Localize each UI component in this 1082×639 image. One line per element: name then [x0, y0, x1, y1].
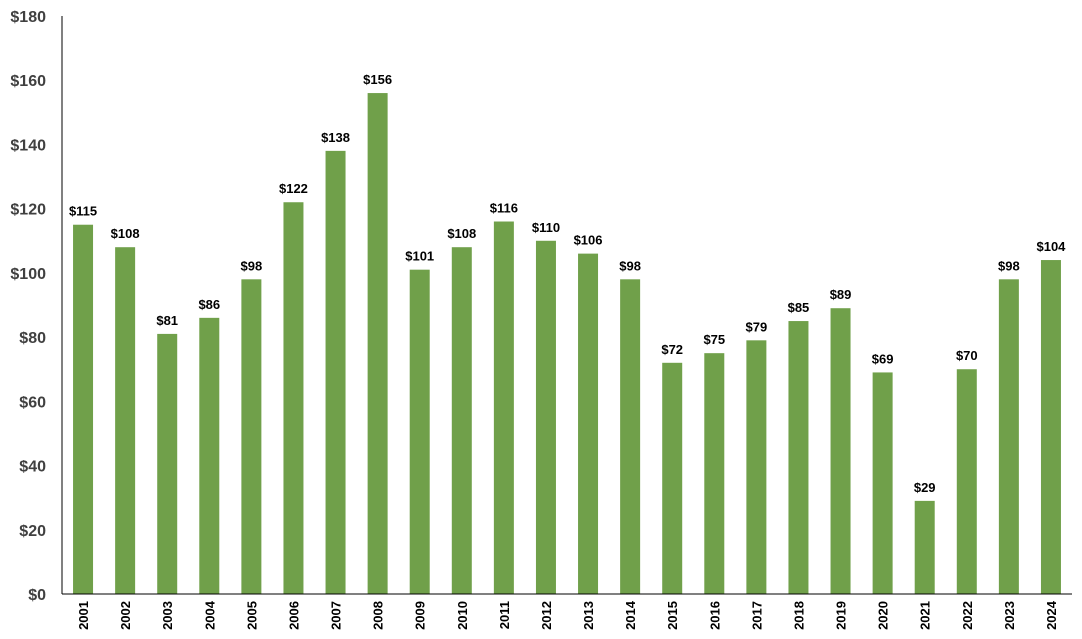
x-tick-label-2022: 2022 [960, 601, 975, 630]
y-tick-label: $80 [19, 330, 46, 347]
y-tick-label: $60 [19, 394, 46, 411]
data-label-2001: $115 [69, 204, 97, 219]
x-tick-label-2021: 2021 [918, 601, 933, 630]
x-tick-label-2016: 2016 [707, 601, 722, 630]
bar-2020 [872, 372, 893, 594]
bar-2016 [704, 353, 725, 594]
y-tick-label: $160 [10, 73, 46, 90]
data-label-2009: $101 [405, 249, 434, 264]
bar-2022 [956, 369, 977, 594]
bar-2017 [746, 340, 767, 594]
data-label-2005: $98 [241, 258, 263, 273]
data-label-2007: $138 [321, 130, 350, 145]
x-tick-label-2007: 2007 [329, 601, 344, 630]
x-tick-label-2024: 2024 [1044, 600, 1059, 630]
data-label-2021: $29 [914, 480, 936, 495]
data-label-2023: $98 [998, 258, 1020, 273]
bar-2018 [788, 321, 809, 594]
bars-group [73, 93, 1061, 595]
x-tick-label-2017: 2017 [749, 601, 764, 630]
x-tick-label-2009: 2009 [413, 601, 428, 630]
data-label-2013: $106 [574, 233, 603, 248]
data-label-2002: $108 [111, 226, 140, 241]
bar-2004 [199, 317, 220, 594]
bar-2019 [830, 308, 851, 594]
y-tick-label: $120 [10, 202, 46, 219]
x-tick-label-2008: 2008 [371, 601, 386, 630]
bar-2013 [578, 253, 599, 594]
x-tick-label-2013: 2013 [581, 601, 596, 630]
data-label-2011: $116 [490, 201, 518, 216]
x-tick-label-2012: 2012 [539, 601, 554, 630]
data-label-2015: $72 [661, 342, 683, 357]
data-label-2020: $69 [872, 351, 894, 366]
bar-2014 [620, 279, 641, 594]
x-tick-label-2018: 2018 [791, 601, 806, 630]
bar-2007 [325, 150, 346, 594]
x-tick-label-2011: 2011 [497, 601, 512, 629]
bar-2008 [367, 93, 388, 595]
x-tick-label-2002: 2002 [118, 601, 133, 630]
y-tick-label: $100 [10, 266, 46, 283]
bar-2012 [535, 240, 556, 594]
bar-2002 [115, 247, 136, 594]
y-tick-label: $140 [10, 137, 46, 154]
x-tick-label-2010: 2010 [455, 601, 470, 630]
x-tick-label-2001: 2001 [76, 601, 91, 630]
bar-2021 [914, 500, 935, 594]
bar-2001 [73, 224, 94, 594]
data-labels-group: $115 $108 $81 $86 $98 $122 $138 $156 $101 $108 $11… [69, 72, 1066, 495]
bar-2015 [662, 362, 683, 594]
x-tick-label-2005: 2005 [244, 601, 259, 630]
y-axis-ticks: $0 $20 $40 $60 $80 $100 $120 $140 $160 $180 [10, 9, 46, 604]
data-label-2017: $79 [746, 319, 768, 334]
x-tick-label-2015: 2015 [665, 601, 680, 630]
data-label-2010: $108 [447, 226, 476, 241]
bar-2010 [451, 247, 472, 594]
bar-2009 [409, 269, 430, 594]
y-tick-label: $180 [10, 9, 46, 26]
data-label-2008: $156 [363, 72, 392, 87]
data-label-2012: $110 [532, 220, 560, 235]
x-tick-label-2019: 2019 [834, 601, 849, 630]
data-label-2004: $86 [198, 297, 220, 312]
data-label-2022: $70 [956, 348, 978, 363]
x-tick-label-2004: 2004 [202, 600, 217, 630]
y-tick-label: $40 [19, 459, 46, 476]
x-tick-label-2006: 2006 [286, 601, 301, 630]
x-tick-label-2003: 2003 [160, 601, 175, 630]
data-label-2006: $122 [279, 181, 308, 196]
y-tick-label: $20 [19, 523, 46, 540]
x-tick-label-2014: 2014 [623, 600, 638, 630]
bar-2023 [998, 279, 1019, 594]
bar-2005 [241, 279, 262, 594]
data-label-2019: $89 [830, 287, 852, 302]
x-tick-label-2023: 2023 [1002, 601, 1017, 630]
x-axis-ticks: 2001 2002 2003 2004 2005 2006 2007 2008 2009 2010… [76, 600, 1059, 630]
data-label-2014: $98 [619, 258, 641, 273]
data-label-2024: $104 [1036, 239, 1066, 254]
data-label-2018: $85 [788, 300, 810, 315]
bar-2024 [1040, 260, 1061, 594]
data-label-2016: $75 [703, 332, 725, 347]
x-tick-label-2020: 2020 [876, 601, 891, 630]
bar-2011 [493, 221, 514, 594]
data-label-2003: $81 [156, 313, 178, 328]
y-tick-label: $0 [28, 587, 46, 604]
bar-2003 [157, 333, 178, 594]
bar-2006 [283, 202, 304, 594]
